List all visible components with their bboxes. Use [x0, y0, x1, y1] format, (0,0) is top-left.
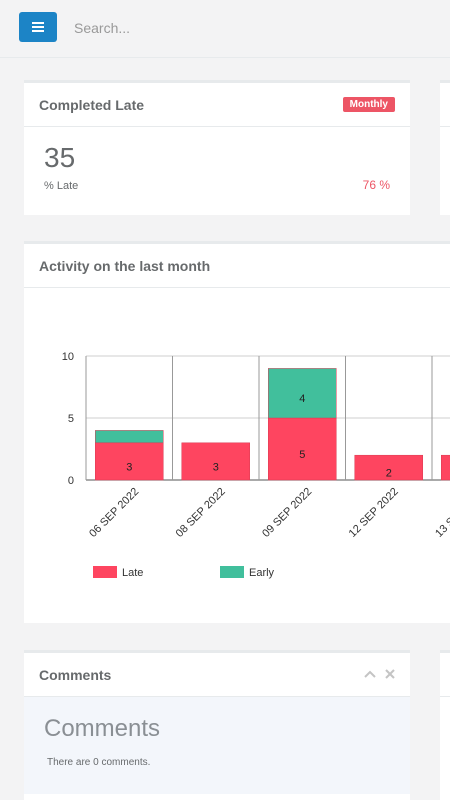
neighbor-card-bottom-header: [440, 650, 450, 697]
legend-swatch-late: [93, 566, 117, 578]
x-tick-label: 08 SEP 2022: [174, 486, 228, 540]
bar-value-label: 3: [126, 461, 132, 473]
top-navbar: [0, 0, 450, 58]
bar-late: [268, 417, 337, 481]
bar-value-label: 2: [386, 468, 392, 480]
comments-body: Comments There are 0 comments.: [24, 697, 410, 794]
comments-tools: [364, 667, 396, 681]
neighbor-card-header: [440, 80, 450, 127]
neighbor-card: [440, 80, 450, 215]
y-tick-label: 5: [68, 413, 74, 425]
bar-value-label: 3: [213, 461, 219, 473]
late-label: % Late: [44, 180, 79, 192]
bar-late: [354, 454, 423, 481]
search-input[interactable]: [74, 16, 374, 40]
bar-value-label: 4: [299, 393, 305, 405]
completed-late-header: Completed Late Monthly: [24, 80, 410, 127]
neighbor-card-bottom: [440, 650, 450, 800]
y-tick-label: 0: [68, 475, 74, 487]
legend-label-early: Early: [249, 567, 275, 579]
bar-late: [95, 442, 164, 481]
x-tick-label: 09 SEP 2022: [260, 486, 314, 540]
legend-label-late: Late: [122, 567, 143, 579]
comments-count-text: There are 0 comments.: [47, 757, 151, 768]
legend-swatch-early: [220, 566, 244, 578]
bar-value-label: 5: [299, 449, 305, 461]
completed-late-title: Completed Late: [39, 97, 145, 113]
x-tick-label: 12 SEP 2022: [347, 486, 401, 540]
late-count: 35: [44, 142, 76, 173]
hamburger-icon: [32, 22, 44, 32]
comments-title: Comments: [39, 667, 112, 683]
y-tick-label: 10: [62, 351, 74, 363]
activity-chart-svg: 0 5 10 3 06 SEP 2022 3 08 SEP 2022 5 4 09 SEP 202…: [62, 351, 450, 579]
activity-chart: 0 5 10 3 06 SEP 2022 3 08 SEP 2022 5 4 09 SEP 202…: [24, 288, 450, 623]
completed-late-card: Completed Late Monthly 35 % Late 76 %: [24, 80, 410, 215]
comments-header: Comments: [24, 650, 410, 697]
late-percent: 76 %: [362, 178, 390, 192]
close-icon[interactable]: [384, 667, 396, 681]
bar-early: [95, 430, 164, 444]
activity-header: Activity on the last month: [24, 241, 450, 288]
bar-late: [181, 442, 250, 481]
x-tick-label: 06 SEP 2022: [87, 486, 141, 540]
activity-title: Activity on the last month: [39, 258, 211, 274]
menu-toggle-button[interactable]: [19, 12, 57, 42]
activity-card: Activity on the last month 0 5 10 3 06 SEP 2…: [24, 241, 450, 623]
monthly-badge: Monthly: [342, 97, 395, 112]
bar-late: [441, 454, 450, 481]
x-tick-label: 13 SEP 2022: [433, 486, 450, 540]
chevron-up-icon[interactable]: [364, 667, 376, 681]
comments-card: Comments Comments There are 0 comments.: [24, 650, 410, 800]
comments-heading: Comments: [44, 715, 161, 742]
bar-early: [268, 368, 337, 419]
